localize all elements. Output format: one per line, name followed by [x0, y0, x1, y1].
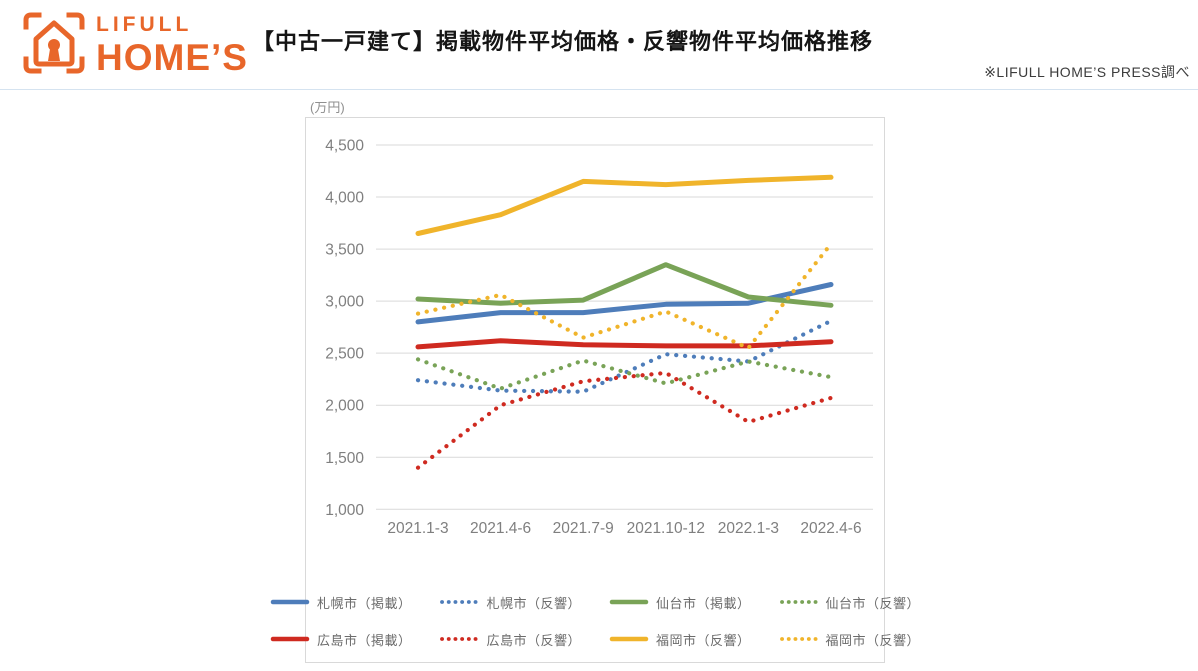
series-line-6-solid [415, 174, 834, 236]
page-header: LIFULL HOME’S 【中古一戸建て】掲載物件平均価格・反響物件平均価格推… [0, 0, 1198, 90]
y-axis-tick-label: 3,500 [325, 242, 364, 259]
y-axis-tick-label: 3,000 [325, 294, 364, 311]
legend-label: 仙台市（反響） [825, 595, 921, 611]
series-line-7-dotted [415, 241, 834, 351]
dotted-line-swatch-icon [779, 637, 818, 641]
x-axis-tick-label: 2022.4-6 [800, 520, 861, 537]
solid-line-swatch-icon [609, 636, 649, 642]
legend-item: 福岡市（反響） [779, 630, 921, 649]
y-axis-tick-label: 2,500 [325, 346, 364, 363]
legend-label: 仙台市（掲載） [656, 595, 751, 611]
legend-item: 広島市（反響） [439, 630, 581, 649]
dotted-line-swatch-icon [440, 637, 479, 641]
x-axis-tick-label: 2022.1-3 [718, 520, 779, 537]
legend-label: 札幌市（掲載） [316, 595, 412, 611]
legend-label: 札幌市（反響） [486, 595, 581, 611]
x-axis-tick-label: 2021.1-3 [387, 520, 448, 537]
legend-label: 福岡市（反響） [656, 632, 751, 648]
y-axis-tick-label: 4,000 [325, 190, 364, 207]
series-line-1-dotted [415, 318, 834, 394]
legend-row: 札幌市（掲載） 札幌市（反響） 仙台市（掲載） 仙台市（反響） [256, 590, 934, 614]
chart-legend: 札幌市（掲載） 札幌市（反響） 仙台市（掲載） 仙台市（反響） 広島市（掲載） 広島市（反… [270, 577, 920, 651]
lifull-homes-logo: LIFULL HOME’S [22, 11, 248, 76]
legend-item: 札幌市（掲載） [270, 593, 412, 612]
logo-brand-bottom: HOME’S [96, 37, 248, 78]
legend-label: 福岡市（反響） [825, 632, 921, 648]
x-axis-tick-label: 2021.10-12 [627, 520, 705, 537]
series-line-5-dotted [415, 370, 834, 470]
series-line-2-solid [415, 262, 834, 308]
legend-row: 広島市（掲載） 広島市（反響） 福岡市（反響） 福岡市（反響） [256, 627, 934, 651]
legend-label: 広島市（反響） [486, 632, 581, 648]
series-line-4-solid [415, 338, 834, 350]
x-axis-tick-label: 2021.7-9 [553, 520, 614, 537]
source-note: ※LIFULL HOME’S PRESS調べ [984, 64, 1190, 80]
x-axis-tick-label: 2021.4-6 [470, 520, 531, 537]
legend-item: 仙台市（反響） [779, 593, 921, 612]
y-axis-tick-label: 1,500 [325, 450, 364, 467]
legend-item: 広島市（掲載） [270, 630, 412, 649]
y-axis-unit-label: (万円) [310, 100, 345, 115]
series-line-3-dotted [415, 357, 834, 391]
logo-house-icon [23, 12, 85, 74]
legend-label: 広島市（掲載） [316, 632, 412, 648]
legend-item: 札幌市（反響） [439, 593, 581, 612]
price-trend-line-chart: 4,500 4,000 3,500 3,000 2,500 2,000 1,500 1,000… [325, 138, 873, 537]
y-axis-tick-label: 4,500 [325, 138, 364, 155]
chart-panel: 4,500 4,000 3,500 3,000 2,500 2,000 1,500 1,000… [270, 117, 920, 663]
logo-brand-top: LIFULL [96, 13, 193, 36]
y-axis-tick-label: 1,000 [325, 502, 364, 519]
solid-line-swatch-icon [270, 636, 310, 642]
solid-line-swatch-icon [609, 599, 649, 605]
solid-line-swatch-icon [270, 599, 310, 605]
legend-item: 仙台市（掲載） [609, 593, 751, 612]
legend-item: 福岡市（反響） [609, 630, 751, 649]
page-title: 【中古一戸建て】掲載物件平均価格・反響物件平均価格推移 [252, 29, 874, 54]
dotted-line-swatch-icon [779, 600, 818, 604]
dotted-line-swatch-icon [440, 600, 479, 604]
y-axis-tick-label: 2,000 [325, 398, 364, 415]
